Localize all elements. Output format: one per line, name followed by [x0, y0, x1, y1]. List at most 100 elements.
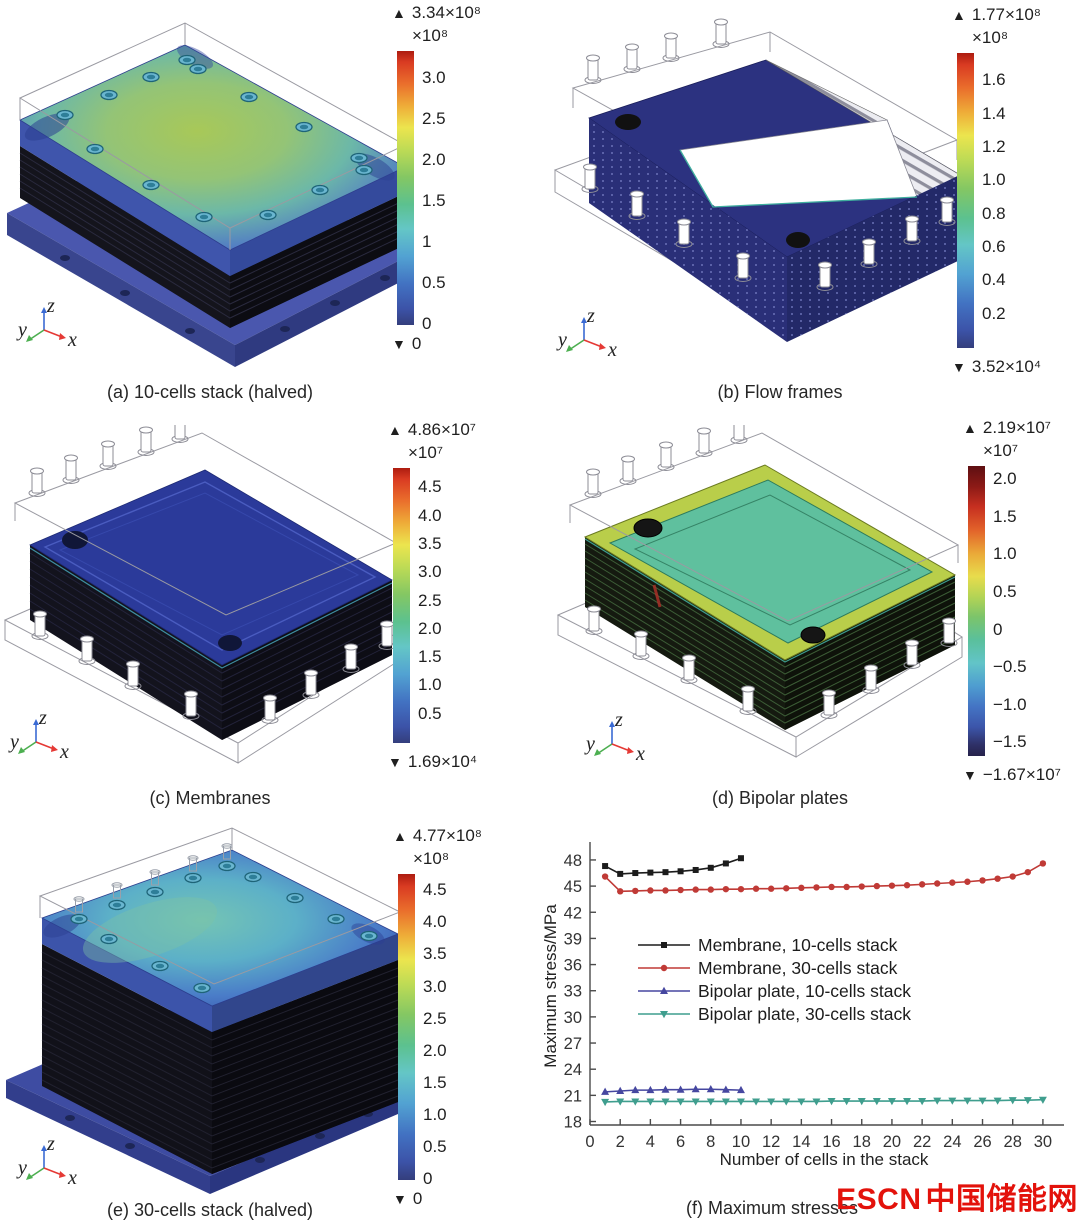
port-knob — [218, 635, 242, 651]
colorbar-unit: ×10⁸ — [972, 28, 1009, 47]
model-flow-frames — [553, 18, 966, 342]
min-arrow-icon: ▼ — [388, 754, 402, 770]
colorbar-max-label: ▲ 4.77×10⁸ — [393, 826, 482, 845]
panel-bipolar-plates: y z x ▲ 2.19×10⁷ ×10⁷ 2.0 1.5 1.0 0.5 0 −0.5 −1… — [540, 410, 1080, 820]
colorbar-a: ▲ 3.34×10⁸ ×10⁸ 3.0 2.5 2.0 1.5 1 0.5 0 ▼ 0 — [392, 3, 481, 354]
colorbar-tick-label: 2.0 — [993, 469, 1017, 489]
colorbar-gradient: 2.0 1.5 1.0 0.5 0 −0.5 −1.0 −1.5 — [968, 466, 1027, 756]
max-arrow-icon: ▲ — [388, 422, 402, 438]
colorbar-e: ▲ 4.77×10⁸ ×10⁸ 4.5 4.0 3.5 3.0 2.5 2.0 1.5 1.0 0… — [393, 826, 482, 1209]
colorbar-unit: ×10⁸ — [412, 26, 449, 45]
max-arrow-icon: ▲ — [392, 5, 406, 21]
svg-text:27: 27 — [564, 1035, 582, 1053]
stress-chart: Maximum stress/MPa Number of cells in th… — [541, 842, 1064, 1168]
svg-text:45: 45 — [564, 878, 582, 896]
colorbar-c: ▲ 4.86×10⁷ ×10⁷ 4.5 4.0 3.5 3.0 2.5 2.0 1.5 1.0 0… — [388, 420, 477, 772]
chart-x-axis-label: Number of cells in the stack — [720, 1150, 929, 1168]
colorbar-tick-label: 3.5 — [423, 944, 447, 964]
colorbar-tick-label: 1.0 — [982, 170, 1006, 190]
colorbar-unit: ×10⁷ — [983, 441, 1018, 460]
colorbar-tick-label: 4.0 — [418, 505, 442, 525]
svg-text:10: 10 — [732, 1133, 750, 1151]
colorbar-tick-label: 0 — [423, 1169, 433, 1188]
axis-z-label: z — [38, 710, 47, 729]
min-arrow-icon: ▼ — [963, 767, 977, 783]
colorbar-tick-label: 0.4 — [982, 270, 1006, 290]
colorbar-tick-label: 0.6 — [982, 237, 1006, 256]
port-knob — [800, 626, 826, 644]
max-arrow-icon: ▲ — [963, 420, 977, 436]
colorbar-tick-label: 0.5 — [422, 272, 446, 292]
colorbar-tick-label: 2.0 — [423, 1040, 447, 1060]
colorbar-d: ▲ 2.19×10⁷ ×10⁷ 2.0 1.5 1.0 0.5 0 −0.5 −1.0 −1.5… — [963, 418, 1061, 785]
min-arrow-icon: ▼ — [392, 336, 406, 352]
axis-x-label: x — [67, 1167, 77, 1188]
max-arrow-icon: ▲ — [393, 828, 407, 844]
colorbar-min-label: ▼ 0 — [392, 334, 422, 353]
min-arrow-icon: ▼ — [952, 359, 966, 375]
svg-text:18: 18 — [853, 1133, 871, 1151]
axis-z-label: z — [586, 308, 595, 327]
svg-text:8: 8 — [706, 1133, 715, 1151]
axis-x-label: x — [67, 329, 77, 350]
colorbar-tick-label: −1.0 — [993, 694, 1027, 714]
escn-logo-cn-text: 中国储能网 — [925, 1183, 1078, 1216]
port-knob — [633, 518, 663, 538]
svg-text:18: 18 — [564, 1114, 582, 1132]
svg-text:16: 16 — [822, 1133, 840, 1151]
bipolar-plate-stack — [583, 464, 957, 730]
colorbar-tick-label: 1.5 — [993, 506, 1017, 526]
svg-text:6: 6 — [676, 1133, 685, 1151]
panel-caption: (c) Membranes — [149, 788, 271, 808]
svg-text:0: 0 — [585, 1133, 594, 1151]
colorbar-max-label: ▲ 3.34×10⁸ — [392, 3, 481, 22]
panel-maximum-stresses: Maximum stress/MPa Number of cells in th… — [540, 820, 1080, 1229]
svg-text:26: 26 — [973, 1133, 991, 1151]
model-bipolar-plates — [556, 425, 963, 758]
legend-entry: Bipolar plate, 30-cells stack — [698, 1004, 911, 1024]
cell-stack — [41, 944, 399, 1174]
legend-entry: Membrane, 30-cells stack — [698, 958, 898, 978]
colorbar-max-label: ▲ 2.19×10⁷ — [963, 418, 1051, 437]
coordinate-triad: y z x — [554, 305, 624, 361]
panel-caption: (f) Maximum stresses — [685, 1198, 858, 1218]
colorbar-tick-label: 1.5 — [418, 647, 442, 667]
colorbar-tick-label: 1.2 — [982, 137, 1006, 156]
axis-z-label: z — [46, 298, 55, 317]
coordinate-triad: y z x — [6, 707, 76, 763]
colorbar-tick-label: 0.5 — [418, 703, 442, 723]
panel-caption: (a) 10-cells stack (halved) — [106, 382, 314, 402]
colorbar-tick-label: −0.5 — [993, 657, 1027, 677]
colorbar-tick-label: 1.0 — [993, 544, 1017, 564]
coordinate-triad: y z x — [14, 295, 84, 351]
port-knob — [62, 531, 88, 549]
colorbar-tick-label: 3.0 — [422, 67, 446, 87]
colorbar-tick-label: 1.5 — [422, 190, 446, 210]
escn-logo-text: ESCN — [836, 1183, 922, 1216]
svg-text:30: 30 — [1034, 1133, 1052, 1151]
coordinate-triad: y z x — [582, 709, 652, 765]
coordinate-triad: y z x — [14, 1133, 84, 1189]
svg-text:33: 33 — [564, 983, 582, 1001]
colorbar-tick-label: 1.6 — [982, 70, 1006, 90]
model-30-cells-stack — [6, 827, 402, 1194]
colorbar-gradient: 4.5 4.0 3.5 3.0 2.5 2.0 1.5 1.0 0.5 — [393, 468, 442, 743]
colorbar-b: ▲ 1.77×10⁸ ×10⁸ 1.6 1.4 1.2 1.0 0.8 0.6 0.4 0.2 … — [952, 5, 1041, 377]
colorbar-tick-label: 1.0 — [418, 675, 442, 695]
colorbar-max-label: ▲ 4.86×10⁷ — [388, 420, 476, 439]
colorbar-tick-label: 0 — [422, 314, 432, 333]
escn-watermark: ESCN 中国储能网 — [818, 1174, 1078, 1218]
legend-entry: Bipolar plate, 10-cells stack — [698, 981, 911, 1001]
svg-text:22: 22 — [913, 1133, 931, 1151]
colorbar-max-label: ▲ 1.77×10⁸ — [952, 5, 1041, 24]
svg-text:24: 24 — [564, 1061, 582, 1079]
axis-y-label: y — [8, 731, 19, 753]
colorbar-min-label: ▼ 1.69×10⁴ — [388, 752, 478, 771]
colorbar-tick-label: 0 — [993, 619, 1003, 639]
svg-text:24: 24 — [943, 1133, 961, 1151]
axis-x-label: x — [607, 339, 617, 360]
colorbar-tick-label: 0.5 — [423, 1136, 447, 1156]
svg-text:12: 12 — [762, 1133, 780, 1151]
colorbar-tick-label: 0.2 — [982, 303, 1006, 323]
